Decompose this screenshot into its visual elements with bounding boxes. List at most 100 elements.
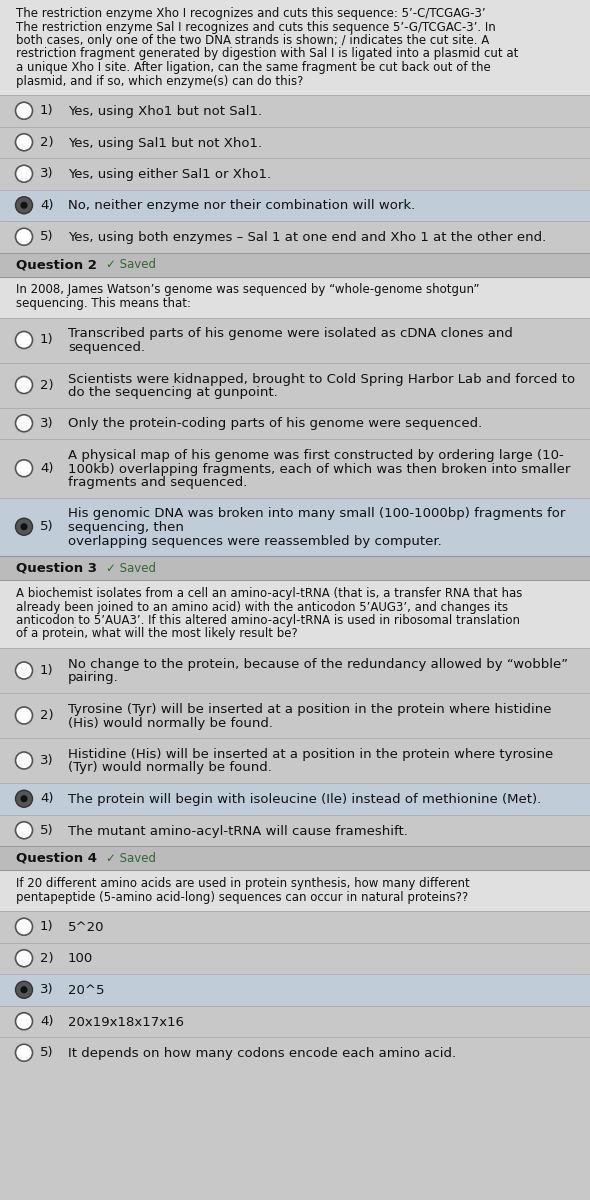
Text: A physical map of his genome was first constructed by ordering large (10-: A physical map of his genome was first c… (68, 449, 564, 462)
Text: 20x19x18x17x16: 20x19x18x17x16 (68, 1015, 184, 1028)
Text: 2): 2) (40, 952, 54, 965)
Text: No, neither enzyme nor their combination will work.: No, neither enzyme nor their combination… (68, 199, 415, 212)
FancyBboxPatch shape (0, 1068, 590, 1200)
Text: Transcribed parts of his genome were isolated as cDNA clones and: Transcribed parts of his genome were iso… (68, 328, 513, 341)
Text: 4): 4) (40, 462, 54, 475)
FancyBboxPatch shape (0, 580, 590, 648)
Text: 1): 1) (40, 664, 54, 677)
Text: 3): 3) (40, 416, 54, 430)
Circle shape (21, 202, 28, 209)
Text: do the sequencing at gunpoint.: do the sequencing at gunpoint. (68, 386, 278, 398)
Text: 5^20: 5^20 (68, 922, 104, 934)
FancyBboxPatch shape (0, 782, 590, 815)
Text: 1): 1) (40, 104, 54, 118)
Circle shape (21, 796, 28, 803)
Circle shape (15, 228, 32, 245)
Circle shape (15, 331, 32, 348)
Circle shape (21, 523, 28, 530)
Text: Histidine (His) will be inserted at a position in the protein where tyrosine: Histidine (His) will be inserted at a po… (68, 748, 553, 761)
Text: If 20 different amino acids are used in protein synthesis, how many different: If 20 different amino acids are used in … (16, 877, 470, 890)
Circle shape (15, 949, 32, 967)
Text: Yes, using either Sal1 or Xho1.: Yes, using either Sal1 or Xho1. (68, 168, 271, 181)
Text: 2): 2) (40, 136, 54, 149)
Circle shape (15, 791, 32, 808)
FancyBboxPatch shape (0, 221, 590, 252)
Text: No change to the protein, because of the redundancy allowed by “wobble”: No change to the protein, because of the… (68, 658, 568, 671)
Text: Question 4: Question 4 (16, 852, 97, 864)
Circle shape (15, 133, 32, 151)
Circle shape (15, 752, 32, 769)
Text: a unique Xho I site. After ligation, can the same fragment be cut back out of th: a unique Xho I site. After ligation, can… (16, 61, 491, 74)
Text: already been joined to an amino acid) with the anticodon 5’AUG3’, and changes it: already been joined to an amino acid) wi… (16, 600, 508, 613)
FancyBboxPatch shape (0, 318, 590, 362)
FancyBboxPatch shape (0, 126, 590, 158)
Text: The protein will begin with isoleucine (Ile) instead of methionine (Met).: The protein will begin with isoleucine (… (68, 793, 541, 806)
Text: sequenced.: sequenced. (68, 341, 145, 354)
Text: 4): 4) (40, 1015, 54, 1027)
Text: ✓ Saved: ✓ Saved (106, 852, 156, 864)
Circle shape (15, 707, 32, 724)
FancyBboxPatch shape (0, 692, 590, 738)
Circle shape (15, 166, 32, 182)
Circle shape (15, 918, 32, 935)
Text: Tyrosine (Tyr) will be inserted at a position in the protein where histidine: Tyrosine (Tyr) will be inserted at a pos… (68, 703, 552, 716)
FancyBboxPatch shape (0, 556, 590, 580)
Text: 3): 3) (40, 983, 54, 996)
FancyBboxPatch shape (0, 0, 590, 95)
Text: Yes, using Sal1 but not Xho1.: Yes, using Sal1 but not Xho1. (68, 137, 262, 150)
Circle shape (15, 1044, 32, 1061)
Text: overlapping sequences were reassembled by computer.: overlapping sequences were reassembled b… (68, 534, 442, 547)
Circle shape (15, 1013, 32, 1030)
Text: 20^5: 20^5 (68, 984, 104, 997)
Text: Yes, using both enzymes – Sal 1 at one end and Xho 1 at the other end.: Yes, using both enzymes – Sal 1 at one e… (68, 230, 546, 244)
FancyBboxPatch shape (0, 815, 590, 846)
Text: 1): 1) (40, 920, 54, 934)
Text: restriction fragment generated by digestion with Sal I is ligated into a plasmid: restriction fragment generated by digest… (16, 48, 519, 60)
Text: fragments and sequenced.: fragments and sequenced. (68, 476, 247, 490)
Text: Yes, using Xho1 but not Sal1.: Yes, using Xho1 but not Sal1. (68, 104, 262, 118)
FancyBboxPatch shape (0, 362, 590, 408)
FancyBboxPatch shape (0, 276, 590, 318)
Circle shape (15, 197, 32, 214)
FancyBboxPatch shape (0, 870, 590, 911)
FancyBboxPatch shape (0, 498, 590, 556)
Circle shape (15, 415, 32, 432)
FancyBboxPatch shape (0, 95, 590, 126)
FancyBboxPatch shape (0, 439, 590, 498)
Circle shape (15, 662, 32, 679)
Text: (Tyr) would normally be found.: (Tyr) would normally be found. (68, 762, 272, 774)
Text: In 2008, James Watson’s genome was sequenced by “whole-genome shotgun”: In 2008, James Watson’s genome was seque… (16, 283, 480, 296)
Circle shape (15, 982, 32, 998)
FancyBboxPatch shape (0, 648, 590, 692)
Text: 100: 100 (68, 953, 93, 966)
FancyBboxPatch shape (0, 1037, 590, 1068)
Text: ✓ Saved: ✓ Saved (106, 562, 156, 575)
Text: 5): 5) (40, 521, 54, 533)
FancyBboxPatch shape (0, 252, 590, 276)
Circle shape (21, 986, 28, 994)
Text: pairing.: pairing. (68, 672, 119, 684)
Text: pentapeptide (5-amino acid-long) sequences can occur in natural proteins??: pentapeptide (5-amino acid-long) sequenc… (16, 890, 468, 904)
Text: 5): 5) (40, 230, 54, 244)
Text: The restriction enzyme Xho I recognizes and cuts this sequence: 5’-C/TCGAG-3’: The restriction enzyme Xho I recognizes … (16, 7, 486, 20)
Text: The restriction enzyme Sal I recognizes and cuts this sequence 5’-G/TCGAC-3’. In: The restriction enzyme Sal I recognizes … (16, 20, 496, 34)
Circle shape (15, 102, 32, 119)
FancyBboxPatch shape (0, 190, 590, 221)
Text: Only the protein-coding parts of his genome were sequenced.: Only the protein-coding parts of his gen… (68, 418, 482, 431)
Text: 4): 4) (40, 792, 54, 805)
Text: both cases, only one of the two DNA strands is shown; / indicates the cut site. : both cases, only one of the two DNA stra… (16, 34, 489, 47)
FancyBboxPatch shape (0, 158, 590, 190)
Text: 100kb) overlapping fragments, each of which was then broken into smaller: 100kb) overlapping fragments, each of wh… (68, 462, 571, 475)
FancyBboxPatch shape (0, 846, 590, 870)
Text: 2): 2) (40, 709, 54, 722)
Text: ✓ Saved: ✓ Saved (106, 258, 156, 271)
Text: It depends on how many codons encode each amino acid.: It depends on how many codons encode eac… (68, 1046, 456, 1060)
Text: plasmid, and if so, which enzyme(s) can do this?: plasmid, and if so, which enzyme(s) can … (16, 74, 303, 88)
FancyBboxPatch shape (0, 738, 590, 782)
Text: (His) would normally be found.: (His) would normally be found. (68, 716, 273, 730)
Text: 5): 5) (40, 823, 54, 836)
Circle shape (15, 377, 32, 394)
Circle shape (15, 822, 32, 839)
FancyBboxPatch shape (0, 408, 590, 439)
Text: The mutant amino-acyl-tRNA will cause frameshift.: The mutant amino-acyl-tRNA will cause fr… (68, 824, 408, 838)
